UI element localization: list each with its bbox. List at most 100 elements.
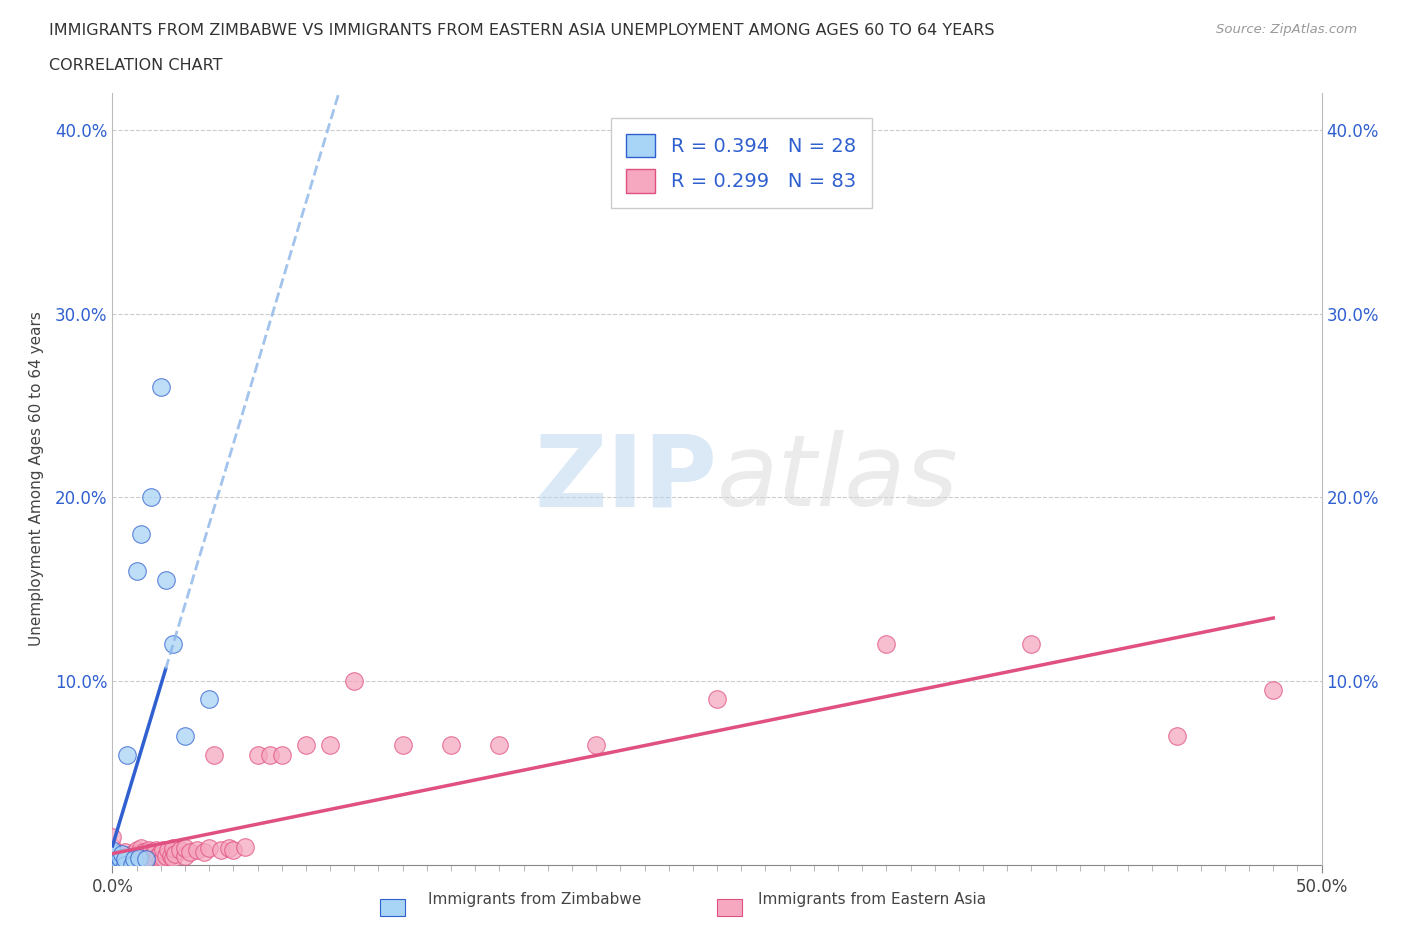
- Point: [440, 738, 463, 753]
- Point: [169, 843, 191, 857]
- Point: [1166, 729, 1188, 744]
- Point: [202, 747, 225, 762]
- Point: [1021, 637, 1043, 652]
- Point: [121, 846, 143, 861]
- Point: [585, 738, 607, 753]
- Point: [159, 848, 181, 863]
- Point: [111, 852, 134, 867]
- Point: [875, 637, 897, 652]
- Point: [101, 848, 124, 863]
- Point: [141, 844, 163, 859]
- Point: [295, 738, 318, 753]
- Point: [142, 844, 165, 859]
- Point: [319, 738, 342, 753]
- Point: [270, 747, 292, 762]
- Text: IMMIGRANTS FROM ZIMBABWE VS IMMIGRANTS FROM EASTERN ASIA UNEMPLOYMENT AMONG AGES: IMMIGRANTS FROM ZIMBABWE VS IMMIGRANTS F…: [49, 23, 994, 38]
- Point: [128, 850, 150, 865]
- Point: [131, 852, 153, 867]
- Point: [145, 843, 167, 857]
- Point: [145, 850, 167, 865]
- Point: [101, 839, 124, 854]
- Point: [174, 848, 197, 863]
- Point: [125, 846, 148, 861]
- Point: [115, 848, 138, 863]
- Point: [198, 841, 221, 856]
- Point: [101, 830, 124, 844]
- Point: [135, 852, 157, 867]
- Point: [235, 839, 257, 854]
- Point: [209, 843, 232, 857]
- Point: [218, 841, 240, 856]
- Point: [101, 854, 124, 869]
- Point: [132, 850, 155, 865]
- Point: [155, 573, 177, 588]
- Point: [108, 857, 131, 872]
- Point: [138, 850, 160, 865]
- Point: [706, 692, 728, 707]
- Point: [179, 844, 201, 859]
- Point: [101, 852, 124, 867]
- Point: [259, 747, 281, 762]
- Point: [131, 848, 153, 863]
- Point: [131, 844, 153, 859]
- Point: [174, 729, 197, 744]
- Point: [162, 637, 184, 652]
- Point: [391, 738, 413, 753]
- Point: [138, 843, 160, 857]
- Point: [122, 848, 145, 863]
- Point: [118, 854, 141, 869]
- Point: [114, 844, 136, 859]
- Point: [198, 692, 221, 707]
- Point: [108, 852, 131, 867]
- Point: [141, 490, 163, 505]
- Point: [115, 852, 138, 867]
- Point: [101, 857, 124, 872]
- Point: [343, 673, 366, 688]
- Y-axis label: Unemployment Among Ages 60 to 64 years: Unemployment Among Ages 60 to 64 years: [30, 312, 44, 646]
- Point: [101, 857, 124, 872]
- Point: [128, 846, 150, 861]
- Point: [125, 850, 148, 865]
- Point: [488, 738, 510, 753]
- Point: [101, 848, 124, 863]
- Text: ZIP: ZIP: [534, 431, 717, 527]
- Text: atlas: atlas: [717, 431, 959, 527]
- Point: [125, 854, 148, 869]
- Point: [165, 846, 187, 861]
- Text: Immigrants from Zimbabwe: Immigrants from Zimbabwe: [427, 892, 641, 907]
- Point: [115, 747, 138, 762]
- Point: [162, 841, 184, 856]
- Point: [149, 844, 172, 859]
- Point: [101, 846, 124, 861]
- Point: [149, 852, 172, 867]
- Point: [155, 848, 177, 863]
- Point: [152, 843, 174, 857]
- Point: [108, 850, 131, 865]
- Point: [157, 843, 180, 857]
- Point: [142, 850, 165, 865]
- Point: [246, 747, 269, 762]
- Point: [131, 526, 153, 541]
- Text: Immigrants from Eastern Asia: Immigrants from Eastern Asia: [758, 892, 986, 907]
- Point: [122, 854, 145, 869]
- Point: [101, 846, 124, 861]
- Point: [101, 857, 124, 872]
- Point: [111, 848, 134, 863]
- Point: [152, 850, 174, 865]
- Point: [114, 852, 136, 867]
- Point: [111, 846, 134, 861]
- Point: [162, 850, 184, 865]
- Point: [118, 850, 141, 865]
- Point: [101, 850, 124, 865]
- Point: [135, 846, 157, 861]
- Point: [114, 854, 136, 869]
- Point: [128, 852, 150, 867]
- Point: [135, 852, 157, 867]
- Point: [125, 843, 148, 857]
- Point: [101, 854, 124, 869]
- Point: [1263, 683, 1285, 698]
- Point: [114, 857, 136, 872]
- Point: [174, 841, 197, 856]
- Point: [141, 852, 163, 867]
- Point: [101, 852, 124, 867]
